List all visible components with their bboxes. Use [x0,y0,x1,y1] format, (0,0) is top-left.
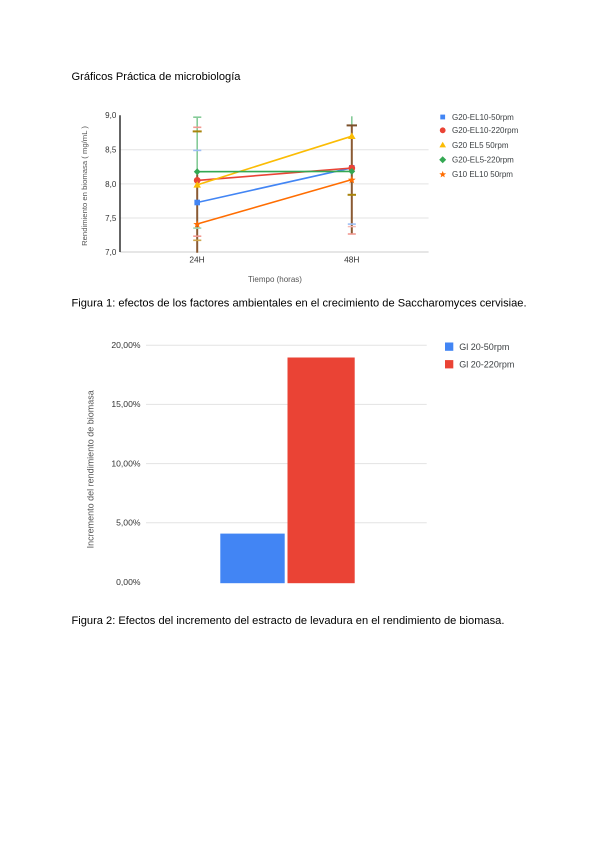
svg-text:G20-EL10-220rpm: G20-EL10-220rpm [452,126,519,135]
svg-text:48H: 48H [344,255,359,265]
svg-text:Rendimiento en biomasa ( mg/mL: Rendimiento en biomasa ( mg/mL ) [80,126,89,246]
svg-text:Tiempo (horas): Tiempo (horas) [248,275,302,284]
svg-text:7,0: 7,0 [105,248,117,257]
svg-text:10,00%: 10,00% [111,458,141,468]
svg-text:5,00%: 5,00% [116,518,141,528]
svg-text:0,00%: 0,00% [116,577,141,587]
svg-text:9,0: 9,0 [105,111,117,120]
svg-text:Figura 1: efectos de los facto: Figura 1: efectos de los factores ambien… [72,297,527,309]
svg-text:8,5: 8,5 [105,146,117,155]
svg-text:8,0: 8,0 [105,180,117,189]
svg-text:15,00%: 15,00% [111,399,141,409]
svg-text:Gráficos Práctica de microbiol: Gráficos Práctica de microbiología [72,71,242,83]
svg-text:G10 EL10 50rpm: G10 EL10 50rpm [452,170,513,179]
svg-text:Figura 2: Efectos del incremen: Figura 2: Efectos del incremento del est… [72,615,505,627]
svg-text:G20 EL5 50rpm: G20 EL5 50rpm [452,141,509,150]
svg-text:Gl 20-220rpm: Gl 20-220rpm [459,359,514,369]
svg-text:20,00%: 20,00% [111,340,141,350]
svg-text:G20-EL10-50rpm: G20-EL10-50rpm [452,113,514,122]
svg-text:7,5: 7,5 [105,214,117,223]
svg-text:24H: 24H [189,255,204,265]
svg-text:Incremento del rendimiento de: Incremento del rendimiento de biomasa [85,390,95,548]
svg-text:G20-EL5-220rpm: G20-EL5-220rpm [452,156,514,165]
svg-text:Gl 20-50rpm: Gl 20-50rpm [459,342,509,352]
